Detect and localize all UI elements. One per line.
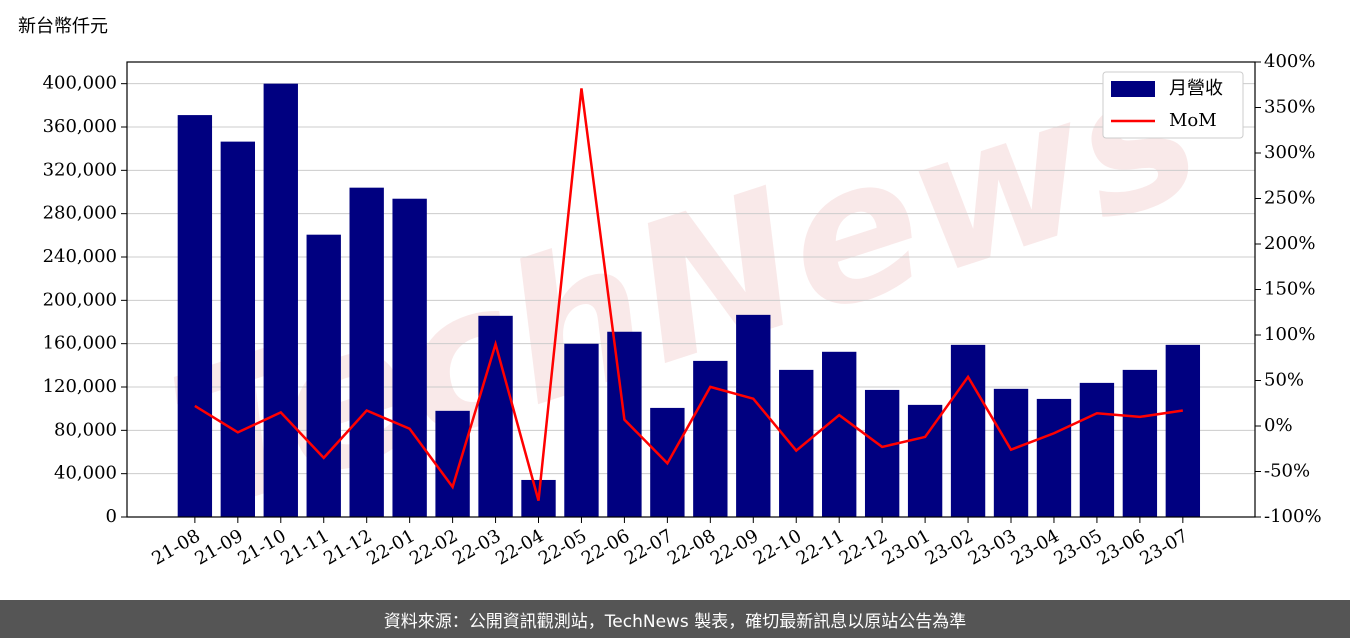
x-tick-label: 22-04	[492, 525, 547, 569]
bar	[349, 187, 384, 517]
bar	[435, 410, 470, 517]
x-tick-label: 21-08	[148, 525, 203, 569]
bar	[950, 344, 986, 517]
plot-frame	[126, 61, 1256, 518]
y2-tick-label: 400%	[1264, 51, 1315, 72]
y2-tick-label: 0%	[1264, 415, 1293, 436]
x-tick-label: 23-04	[1008, 525, 1063, 569]
x-tick-label: 22-01	[363, 525, 418, 569]
legend-label: 月營收	[1169, 78, 1223, 99]
x-tick-label: 22-11	[793, 525, 848, 569]
y-tick-label: 240,000	[43, 246, 117, 267]
bar	[564, 343, 599, 517]
x-tick-label: 23-02	[922, 525, 977, 569]
y2-tick-label: 100%	[1264, 324, 1315, 345]
y-tick-label: 160,000	[43, 333, 117, 354]
bar	[1036, 398, 1072, 517]
legend-swatch	[1111, 81, 1155, 97]
x-tick-label: 23-01	[879, 525, 934, 569]
y2-tick-label: 200%	[1264, 233, 1315, 254]
y-tick-label: 320,000	[43, 159, 117, 180]
y-tick-label: 120,000	[43, 376, 117, 397]
bar	[306, 234, 341, 517]
bar	[220, 141, 256, 517]
x-tick-label: 23-06	[1093, 525, 1148, 569]
y-tick-label: 40,000	[54, 463, 117, 484]
y2-tick-label: 350%	[1264, 97, 1315, 118]
bar	[263, 83, 298, 518]
chart: 新台幣仟元 TechNews040,00080,000120,000160,00…	[18, 16, 1322, 570]
y2-tick-label: 250%	[1264, 188, 1315, 209]
x-tick-label: 22-12	[836, 525, 891, 569]
x-tick-label: 22-07	[621, 525, 676, 569]
x-tick-label: 22-05	[535, 525, 590, 569]
x-tick-label: 21-12	[320, 525, 375, 569]
x-tick-label: 23-03	[965, 525, 1020, 569]
bar	[907, 404, 943, 517]
y2-tick-label: 150%	[1264, 279, 1315, 300]
y-tick-label: 360,000	[43, 116, 117, 137]
x-tick-label: 22-09	[707, 525, 762, 569]
y-tick-label: 400,000	[43, 73, 117, 94]
bar	[993, 388, 1029, 517]
y2-tick-label: 50%	[1264, 370, 1304, 391]
legend-label: MoM	[1169, 110, 1217, 131]
y2-tick-label: 300%	[1264, 142, 1315, 163]
bar	[822, 351, 857, 517]
bar	[392, 198, 427, 517]
x-tick-label: 22-06	[578, 525, 633, 569]
bar	[177, 115, 213, 517]
bar	[693, 360, 728, 517]
bar	[607, 331, 642, 517]
footer: 資料來源：公開資訊觀測站，TechNews 製表，確切最新訊息以原站公告為準	[0, 600, 1350, 638]
bar	[1079, 382, 1115, 517]
bar	[1122, 369, 1158, 517]
y-axis-label: 新台幣仟元	[18, 16, 108, 37]
x-tick-label: 22-03	[449, 525, 504, 569]
y-tick-label: 280,000	[43, 203, 117, 224]
x-tick-label: 22-02	[406, 525, 461, 569]
x-tick-label: 22-10	[750, 525, 805, 569]
x-tick-label: 23-05	[1050, 525, 1105, 569]
y-tick-label: 200,000	[43, 289, 117, 310]
bar	[864, 389, 900, 517]
y2-tick-label: -100%	[1264, 506, 1322, 527]
x-tick-label: 22-08	[664, 525, 719, 569]
x-tick-label: 23-07	[1136, 525, 1191, 569]
line	[194, 88, 1184, 501]
bar	[779, 369, 814, 517]
bar	[1165, 344, 1201, 517]
y2-tick-label: -50%	[1264, 461, 1310, 482]
bar	[478, 315, 513, 517]
y-tick-label: 0	[106, 506, 117, 527]
bar	[736, 314, 771, 517]
y-tick-label: 80,000	[54, 419, 117, 440]
